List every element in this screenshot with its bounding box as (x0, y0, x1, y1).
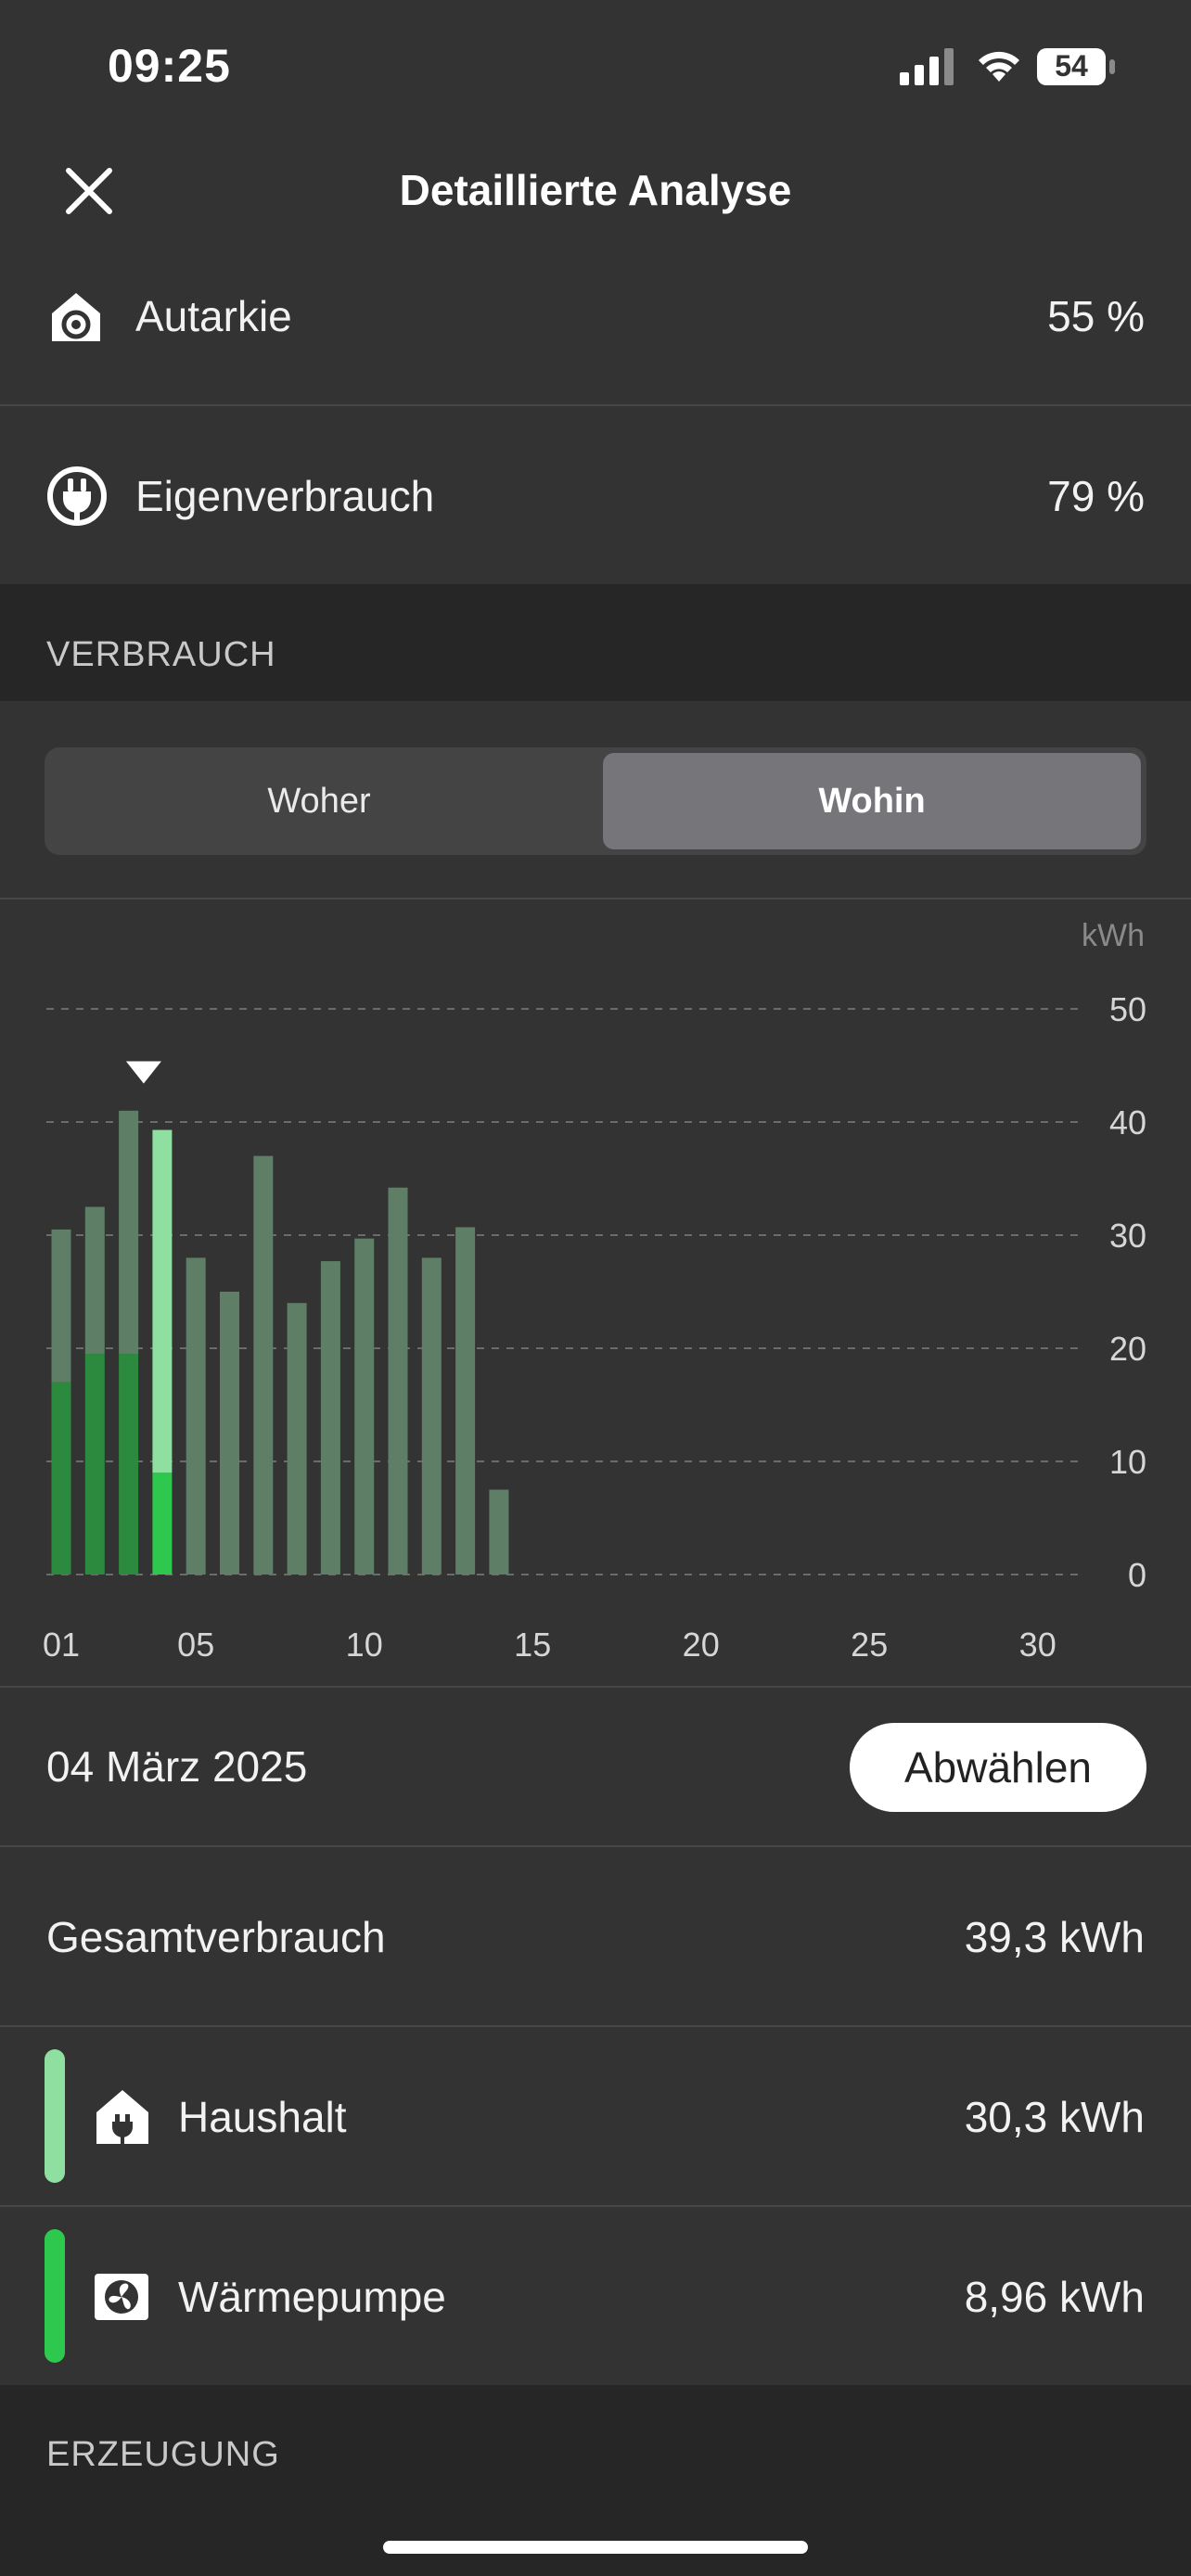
y-tick-label: 40 (1109, 1103, 1146, 1141)
total-value: 39,3 kWh (964, 1913, 1145, 1961)
plug-icon (47, 466, 107, 526)
bar-day-5-series-1 (186, 1257, 206, 1575)
consumer-label: Haushalt (178, 2093, 347, 2141)
source-destination-toggle: Woher Wohin (45, 747, 1146, 855)
x-tick-label: 30 (1019, 1626, 1057, 1664)
metric-value: 55 % (1047, 292, 1145, 340)
bar-day-3-series-1 (119, 1110, 139, 1355)
x-tick-label: 25 (851, 1626, 888, 1664)
y-axis-unit: kWh (1082, 918, 1145, 953)
x-tick-label: 10 (346, 1626, 383, 1664)
x-tick-label: 20 (683, 1626, 720, 1664)
series-color-indicator (45, 2049, 65, 2183)
divider (0, 1845, 1191, 1847)
x-tick-label: 01 (43, 1626, 80, 1664)
consumer-value: 8,96 kWh (964, 2273, 1145, 2321)
bar-day-7-series-1 (253, 1155, 274, 1575)
bar-day-4-series-0 (152, 1473, 173, 1575)
segment-wohin[interactable]: Wohin (603, 753, 1141, 849)
y-tick-label: 50 (1109, 990, 1146, 1028)
y-tick-label: 10 (1109, 1443, 1146, 1481)
bar-day-13-series-1 (455, 1227, 476, 1575)
selected-date: 04 März 2025 (46, 1742, 308, 1791)
bar-day-11-series-1 (388, 1187, 408, 1575)
house-plug-icon (96, 2090, 148, 2144)
divider (0, 404, 1191, 406)
series-color-indicator (45, 2229, 65, 2363)
metric-label: Eigenverbrauch (135, 472, 435, 520)
heat-pump-fan-icon (95, 2274, 148, 2320)
segment-woher[interactable]: Woher (267, 782, 371, 821)
consumer-value: 30,3 kWh (964, 2093, 1145, 2141)
battery-level: 54 (1055, 49, 1088, 83)
bar-day-1-series-0 (51, 1382, 71, 1575)
deselect-button[interactable]: Abwählen (850, 1723, 1146, 1812)
bar-day-12-series-1 (421, 1257, 442, 1575)
home-indicator (383, 2541, 808, 2554)
section-title: ERZEUGUNG (46, 2435, 280, 2474)
consumer-row-haushalt: Haushalt 30,3 kWh (0, 2027, 1191, 2205)
divider (0, 1686, 1191, 1688)
y-tick-label: 0 (1128, 1556, 1146, 1594)
close-icon[interactable] (65, 167, 113, 215)
x-tick-label: 15 (514, 1626, 551, 1664)
bar-day-9-series-1 (320, 1261, 340, 1575)
divider (0, 898, 1191, 899)
selection-marker-icon (125, 1061, 161, 1084)
battery-icon: 54 (1037, 48, 1106, 85)
bar-day-1-series-1 (51, 1229, 71, 1383)
status-time: 09:25 (108, 40, 231, 92)
bar-day-14-series-1 (489, 1489, 509, 1575)
divider (0, 2205, 1191, 2207)
consumption-chart[interactable]: kWh 0 10 20 30 40 50 01 05 10 15 20 25 30 (0, 899, 1191, 1686)
metric-row-autarkie: Autarkie 55 % (0, 269, 1191, 404)
bar-day-2-series-1 (84, 1206, 105, 1355)
wifi-icon (979, 51, 1019, 82)
bar-day-8-series-1 (287, 1303, 307, 1575)
bar-day-2-series-0 (84, 1354, 105, 1575)
battery-cap (1109, 59, 1115, 74)
section-title: VERBRAUCH (46, 635, 276, 674)
metric-value: 79 % (1047, 472, 1145, 520)
bar-day-3-series-0 (119, 1354, 139, 1575)
status-bar: 09:25 54 (0, 0, 1191, 130)
y-tick-label: 20 (1109, 1330, 1146, 1368)
metric-label: Autarkie (135, 292, 292, 340)
section-header-verbrauch: VERBRAUCH (0, 584, 1191, 701)
x-tick-label: 05 (177, 1626, 214, 1664)
bar-day-4-series-1 (152, 1129, 173, 1473)
total-label: Gesamtverbrauch (46, 1913, 386, 1961)
house-self-sufficiency-icon (52, 293, 100, 341)
y-tick-label: 30 (1109, 1217, 1146, 1255)
consumer-label: Wärmepumpe (178, 2273, 446, 2321)
cellular-signal-icon (900, 48, 954, 85)
bar-day-6-series-1 (220, 1292, 239, 1575)
metric-row-eigenverbrauch: Eigenverbrauch 79 % (0, 406, 1191, 584)
page-title: Detaillierte Analyse (399, 166, 792, 214)
bar-day-10-series-1 (354, 1238, 375, 1575)
divider (0, 2025, 1191, 2027)
consumer-row-waermepumpe: Wärmepumpe 8,96 kWh (0, 2207, 1191, 2385)
